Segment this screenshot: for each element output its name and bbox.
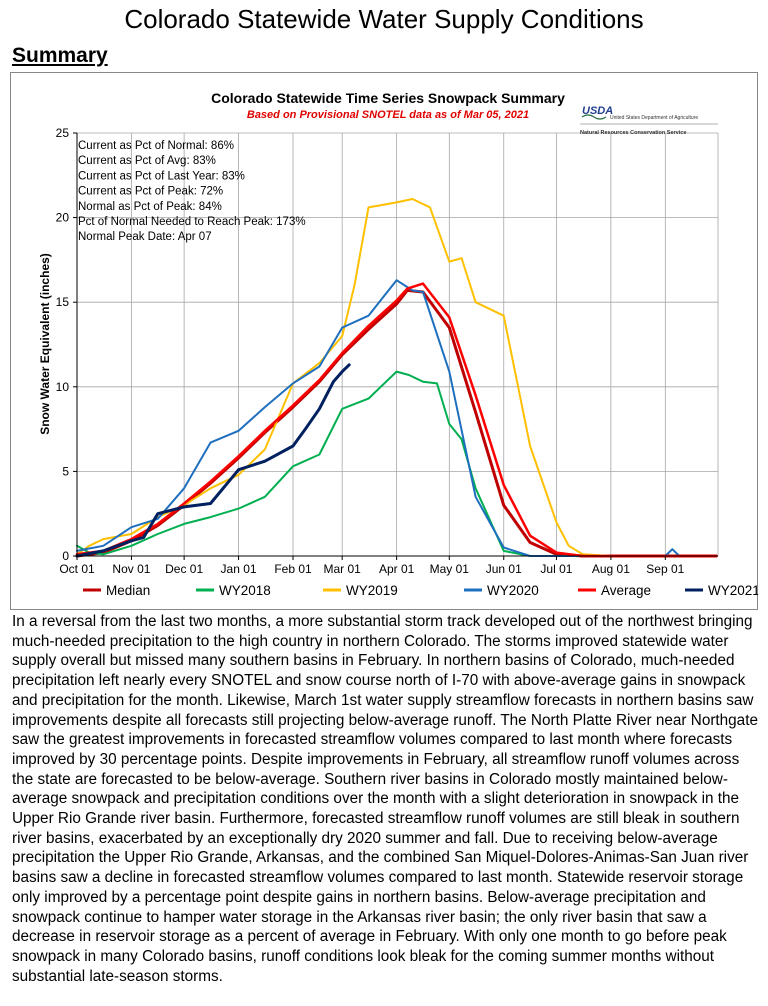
y-tick-label: 0: [62, 549, 69, 563]
section-heading: Summary: [12, 44, 108, 67]
y-tick-label: 5: [62, 464, 69, 478]
x-tick-label: Jan 01: [221, 562, 257, 576]
series-line-wy2019: [76, 198, 718, 557]
x-tick-label: May 01: [430, 562, 470, 576]
snowpack-chart: 0 5 10 15 20 25 Oct 01 Nov 01 Dec 01 Jan 01 Feb 01…: [38, 90, 758, 598]
usda-agency-line2: Natural Resources Conservation Service: [580, 130, 686, 136]
series-line-wy2021: [75, 363, 351, 558]
y-tick-label: 15: [56, 295, 70, 309]
y-tick-label: 20: [56, 211, 70, 225]
usda-logo-text: USDA: [582, 105, 613, 117]
stat-line: Normal Peak Date: Apr 07: [78, 231, 212, 243]
stat-line: Current as Pct of Last Year: 83%: [78, 170, 245, 182]
x-tick-label: Oct 01: [59, 562, 95, 576]
chart-title: Colorado Statewide Time Series Snowpack …: [211, 90, 565, 106]
page-title: Colorado Statewide Water Supply Conditio…: [124, 4, 644, 34]
series-line-average: [75, 282, 718, 558]
chart-subtitle: Based on Provisional SNOTEL data as of M…: [247, 109, 529, 121]
series-line-median: [75, 288, 718, 558]
y-tick-label: 25: [56, 126, 70, 140]
stats-box: Current as Pct of Normal: 86% Current as …: [78, 140, 306, 243]
legend-label-wy2021: WY2021: [708, 583, 758, 598]
x-tick-label: Jun 01: [486, 562, 522, 576]
stat-line: Current as Pct of Avg: 83%: [78, 155, 216, 167]
legend-label-wy2018: WY2018: [219, 583, 271, 598]
legend: Median WY2018 WY2019 WY2020 Average WY2021: [83, 583, 758, 598]
stat-line: Pct of Normal Needed to Reach Peak: 173%: [78, 216, 306, 228]
series-lines: [75, 198, 718, 558]
chart-frame: [10, 72, 758, 610]
x-tick-label: Aug 01: [592, 562, 630, 576]
usda-logo-swoosh: [581, 114, 607, 120]
x-tick-label: Apr 01: [379, 562, 415, 576]
x-tick-label: Dec 01: [165, 562, 203, 576]
usda-logo: USDA United States Department of Agricul…: [580, 105, 718, 136]
axes: 0 5 10 15 20 25 Oct 01 Nov 01 Dec 01 Jan 01 Feb 01…: [56, 126, 718, 576]
y-axis-label: Snow Water Equivalent (inches): [38, 253, 52, 435]
stat-line: Normal as Pct of Peak: 84%: [78, 201, 222, 213]
x-tick-label: Sep 01: [646, 562, 684, 576]
legend-label-wy2020: WY2020: [487, 583, 539, 598]
stat-line: Current as Pct of Normal: 86%: [78, 140, 234, 152]
legend-label-median: Median: [106, 583, 150, 598]
x-tick-label: Jul 01: [540, 562, 572, 576]
x-tick-label: Feb 01: [274, 562, 312, 576]
legend-label-wy2019: WY2019: [346, 583, 398, 598]
summary-paragraph: In a reversal from the last two months, …: [12, 613, 758, 985]
x-tick-label: Nov 01: [112, 562, 150, 576]
legend-label-average: Average: [601, 583, 651, 598]
stat-line: Current as Pct of Peak: 72%: [78, 186, 223, 198]
usda-agency-line1: United States Department of Agriculture: [610, 115, 698, 121]
x-tick-label: Mar 01: [324, 562, 362, 576]
y-tick-label: 10: [56, 380, 70, 394]
